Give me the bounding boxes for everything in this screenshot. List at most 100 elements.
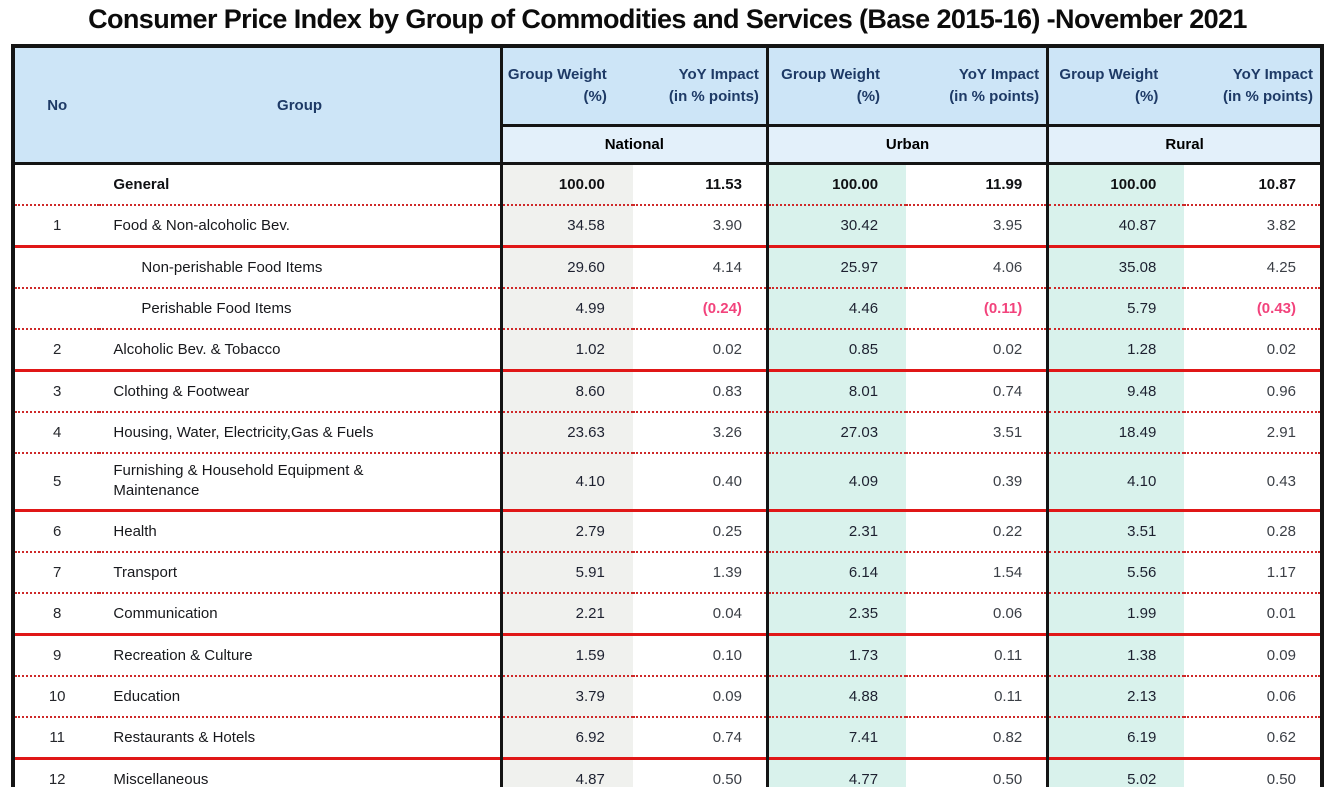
group-label-text: Non-perishable Food Items [141, 259, 323, 276]
page-title: Consumer Price Index by Group of Commodi… [88, 4, 1247, 34]
section-header-rural: Rural [1047, 124, 1322, 164]
cell-rural-impact: 0.62 [1184, 715, 1322, 758]
cell-rural-impact: 0.01 [1184, 591, 1322, 634]
cell-national-weight: 2.21 [501, 591, 633, 634]
cell-no: 7 [13, 550, 100, 593]
cell-urban-weight: 2.35 [767, 591, 907, 634]
cell-urban-impact: 0.82 [906, 715, 1050, 758]
cell-urban-impact: 4.06 [906, 245, 1050, 288]
cell-national-weight: 3.79 [501, 674, 633, 717]
table-row: Perishable Food Items 4.99 (0.24) 4.46 (0.11… [13, 287, 1322, 329]
table-row: 6 Health 2.79 0.25 2.31 0.22 3.51 0.28 [13, 508, 1322, 552]
cell-urban-weight: 4.77 [767, 756, 907, 787]
col-header-national-weight: Group Weight (%) [501, 46, 633, 126]
weight-header-line2: (%) [583, 88, 607, 105]
cell-national-weight: 5.91 [501, 550, 633, 593]
cell-national-weight: 4.87 [501, 756, 633, 787]
cell-rural-impact: 0.43 [1184, 452, 1322, 510]
cell-urban-impact: 3.51 [906, 411, 1050, 453]
cell-rural-impact: (0.43) [1184, 287, 1322, 329]
table-row: 11 Restaurants & Hotels 6.92 0.74 7.41 0.82 6.… [13, 715, 1322, 758]
cell-urban-weight: 4.88 [767, 674, 907, 717]
cell-no: 12 [13, 756, 100, 787]
cell-urban-impact: 0.74 [906, 369, 1050, 412]
cell-national-impact: 4.14 [632, 245, 769, 288]
cell-group-label: Housing, Water, Electricity,Gas & Fuels [99, 411, 503, 453]
cell-no: 2 [13, 328, 100, 371]
cell-urban-impact: 0.02 [906, 328, 1050, 371]
group-label-text: Education [113, 687, 181, 705]
col-header-no: No [13, 46, 100, 165]
cell-urban-weight: 1.73 [767, 632, 907, 676]
cell-urban-weight: 25.97 [767, 245, 907, 288]
cell-group-label: Communication [99, 591, 503, 634]
table-row: 5 Furnishing & Household Equipment & Main… [13, 452, 1322, 510]
cell-group-label: Education [99, 674, 503, 717]
table-row: 8 Communication 2.21 0.04 2.35 0.06 1.99 0.01 [13, 591, 1322, 634]
cell-rural-impact: 0.50 [1184, 756, 1322, 787]
cell-urban-weight: 6.14 [767, 550, 907, 593]
impact-header-line2: (in % points) [668, 88, 759, 105]
impact-header-line1: YoY Impact [1232, 66, 1313, 84]
cell-no: 3 [13, 369, 100, 412]
weight-header-line1: Group Weight [781, 66, 881, 84]
cell-national-impact: 11.53 [632, 162, 769, 205]
cell-rural-impact: 0.06 [1184, 674, 1322, 717]
cell-national-weight: 6.92 [501, 715, 633, 758]
cell-rural-weight: 40.87 [1047, 204, 1185, 247]
impact-header-line1: YoY Impact [958, 66, 1040, 84]
table-row: 3 Clothing & Footwear 8.60 0.83 8.01 0.74 9.48… [13, 369, 1322, 412]
col-header-national-impact: YoY Impact (in % points) [632, 46, 769, 126]
table-row: Non-perishable Food Items 29.60 4.14 25.97 4… [13, 245, 1322, 288]
cell-national-impact: 0.74 [632, 715, 769, 758]
col-header-urban-impact: YoY Impact (in % points) [906, 46, 1050, 126]
cell-national-weight: 8.60 [501, 369, 633, 412]
cell-rural-impact: 0.09 [1184, 632, 1322, 676]
cell-rural-impact: 0.02 [1184, 328, 1322, 371]
cell-rural-weight: 4.10 [1047, 452, 1185, 510]
cell-group-label: Miscellaneous [99, 756, 503, 787]
weight-header-line2: (%) [1134, 88, 1159, 105]
cell-group-label: Clothing & Footwear [99, 369, 503, 412]
cell-urban-impact: 11.99 [906, 162, 1050, 205]
cell-national-weight: 1.59 [501, 632, 633, 676]
cell-rural-weight: 1.38 [1047, 632, 1185, 676]
col-header-rural-impact: YoY Impact (in % points) [1184, 46, 1322, 126]
cell-urban-weight: 8.01 [767, 369, 907, 412]
cell-national-impact: 3.26 [632, 411, 769, 453]
cell-urban-impact: 0.50 [906, 756, 1050, 787]
cell-rural-impact: 0.28 [1184, 508, 1322, 552]
cell-national-impact: 0.83 [632, 369, 769, 412]
cell-group-label: Food & Non-alcoholic Bev. [99, 204, 503, 247]
group-label-text: General [113, 176, 170, 193]
table-row: 1 Food & Non-alcoholic Bev. 34.58 3.90 30.42… [13, 204, 1322, 247]
group-label-text: Clothing & Footwear [113, 383, 250, 400]
cell-no: 10 [13, 674, 100, 717]
section-header-national: National [501, 124, 769, 164]
cell-urban-impact: 1.54 [906, 550, 1050, 593]
cell-urban-weight: 0.85 [767, 328, 907, 371]
cell-national-weight: 2.79 [501, 508, 633, 552]
cell-no: 4 [13, 411, 100, 453]
cell-urban-weight: 7.41 [767, 715, 907, 758]
group-label-text: Recreation & Culture [113, 646, 253, 664]
cell-national-impact: 0.40 [632, 452, 769, 510]
cell-national-impact: (0.24) [632, 287, 769, 329]
group-label-text: Alcoholic Bev. & Tobacco [113, 341, 281, 358]
cell-rural-impact: 2.91 [1184, 411, 1322, 453]
cell-rural-weight: 5.56 [1047, 550, 1185, 593]
cell-national-impact: 0.09 [632, 674, 769, 717]
cell-urban-impact: (0.11) [906, 287, 1050, 329]
col-header-urban-weight: Group Weight (%) [767, 46, 907, 126]
table-body: General 100.00 11.53 100.00 11.99 100.00 10.87… [13, 162, 1322, 787]
cell-urban-impact: 0.06 [906, 591, 1050, 634]
header-row-sections: National Urban Rural [13, 124, 1322, 164]
cell-urban-weight: 30.42 [767, 204, 907, 247]
cell-national-impact: 3.90 [632, 204, 769, 247]
table-row: 9 Recreation & Culture 1.59 0.10 1.73 0.11 1.3… [13, 632, 1322, 676]
cell-urban-impact: 0.11 [906, 632, 1050, 676]
cell-rural-weight: 100.00 [1047, 162, 1185, 205]
cell-national-weight: 34.58 [501, 204, 633, 247]
cell-rural-weight: 5.79 [1047, 287, 1185, 329]
